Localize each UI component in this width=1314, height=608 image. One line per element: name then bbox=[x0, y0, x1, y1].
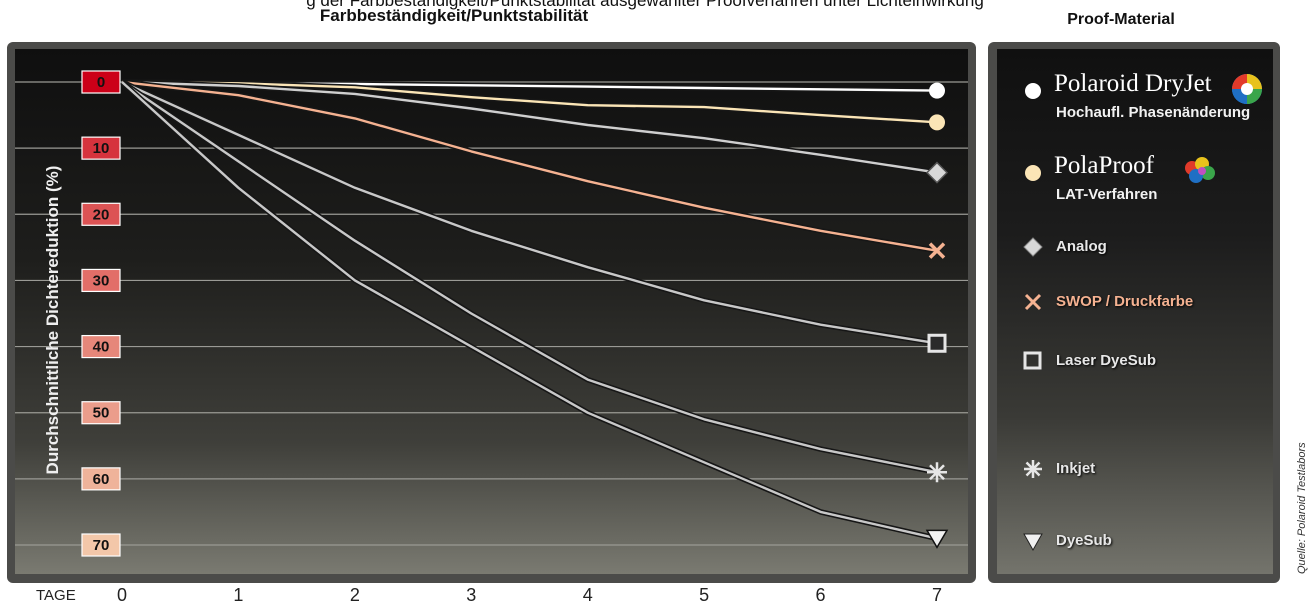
y-tick-box bbox=[81, 136, 121, 160]
legend-polaroid-sub: Hochaufl. Phasenänderung bbox=[1056, 104, 1251, 121]
end-marker-triangle bbox=[925, 529, 949, 549]
legend-title: Proof-Material bbox=[1067, 11, 1175, 28]
y-tick-label: 60 bbox=[93, 471, 110, 488]
series-line bbox=[121, 80, 938, 174]
clipped-top-title: g der Farbbeständigkeit/Punktstabilität … bbox=[306, 0, 984, 10]
legend-swop-label: SWOP / Druckfarbe bbox=[1056, 293, 1194, 310]
asterisk-icon bbox=[1024, 460, 1042, 478]
end-marker-square bbox=[927, 333, 947, 353]
color-mosaic-icon bbox=[1185, 157, 1215, 183]
white-circle-icon bbox=[1025, 83, 1041, 99]
y-tick-label: 50 bbox=[93, 405, 110, 422]
legend-polaproof-brand: PolaProof bbox=[1054, 152, 1154, 179]
series-line bbox=[121, 80, 938, 252]
y-tick-box bbox=[81, 467, 121, 491]
plot-background bbox=[15, 49, 968, 574]
legend-dyesub-label: DyeSub bbox=[1056, 532, 1112, 549]
rainbow-swirl-icon bbox=[1232, 74, 1262, 104]
y-tick-label: 20 bbox=[93, 206, 110, 223]
series-line bbox=[121, 80, 938, 345]
y-tick-box bbox=[81, 401, 121, 425]
y-tick-box bbox=[81, 202, 121, 226]
cream-circle-icon bbox=[1025, 165, 1041, 181]
y-tick-box bbox=[81, 533, 121, 557]
y-tick-box bbox=[81, 334, 121, 359]
y-tick-label: 30 bbox=[93, 272, 110, 289]
legend-polaproof-sub: LAT-Verfahren bbox=[1056, 186, 1158, 203]
y-tick-label: 70 bbox=[93, 537, 110, 554]
x-tick-label: 6 bbox=[815, 585, 826, 605]
series-line bbox=[121, 81, 938, 540]
diamond-icon bbox=[1023, 237, 1043, 257]
end-marker-circle bbox=[929, 114, 945, 131]
x-axis-label: TAGE bbox=[36, 587, 76, 604]
series-line bbox=[121, 81, 938, 474]
end-marker-circle bbox=[929, 82, 945, 99]
series-line bbox=[121, 80, 938, 124]
x-tick-label: 4 bbox=[582, 585, 593, 605]
end-marker-diamond bbox=[925, 161, 949, 184]
chart-title: Farbbeständigkeit/Punktstabilität bbox=[319, 6, 589, 25]
y-tick-label: 10 bbox=[93, 140, 110, 157]
x-mark-icon bbox=[1024, 293, 1042, 311]
square-icon bbox=[1023, 351, 1042, 370]
legend-analog-label: Analog bbox=[1056, 238, 1107, 255]
y-tick-box bbox=[81, 268, 121, 293]
x-tick-label: 2 bbox=[349, 585, 360, 605]
legend-inkjet-label: Inkjet bbox=[1056, 460, 1096, 477]
end-marker-x bbox=[928, 242, 946, 259]
y-tick-box bbox=[81, 70, 121, 94]
source-note: Quelle: Polaroid Testlabors bbox=[1296, 442, 1308, 574]
legend-polaroid-brand: Polaroid DryJet bbox=[1054, 70, 1212, 97]
x-tick-label: 1 bbox=[233, 585, 244, 605]
legend-laser-label: Laser DyeSub bbox=[1056, 352, 1157, 369]
legend-panel bbox=[997, 49, 1273, 574]
y-tick-label: 0 bbox=[97, 74, 105, 91]
end-marker-asterisk bbox=[927, 462, 947, 483]
x-tick-label: 7 bbox=[931, 585, 942, 605]
y-tick-label: 40 bbox=[93, 339, 110, 356]
x-tick-label: 0 bbox=[116, 585, 127, 605]
triangle-down-icon bbox=[1023, 533, 1043, 552]
x-tick-label: 3 bbox=[466, 585, 477, 605]
x-tick-label: 5 bbox=[699, 585, 710, 605]
y-axis-label: Durchschnittliche Dichtereduktion (%) bbox=[43, 166, 62, 475]
